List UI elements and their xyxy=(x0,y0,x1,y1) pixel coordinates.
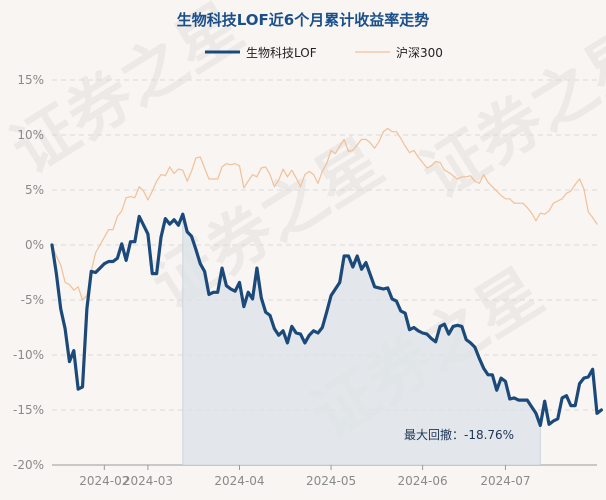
y-tick-label: -15% xyxy=(13,403,44,417)
series-lines xyxy=(50,127,603,427)
x-tick-label: 2024-04 xyxy=(214,474,264,488)
y-tick-label: -5% xyxy=(21,293,44,307)
x-tick-label: 2024-06 xyxy=(398,474,448,488)
series-line-fund xyxy=(50,212,603,427)
x-tick-label: 2024-03 xyxy=(123,474,173,488)
y-tick-label: 15% xyxy=(17,73,44,87)
max-drawdown-label: 最大回撤：-18.76% xyxy=(404,427,514,442)
series-line-index xyxy=(51,127,598,301)
y-axis: 15% 10% 5% 0% -5% -10% -15% -20% xyxy=(13,73,44,472)
legend-label-index[interactable]: 沪深300 xyxy=(396,46,443,60)
chart-title: 生物科技LOF近6个月累计收益率走势 xyxy=(177,11,429,29)
drawdown-region xyxy=(182,214,541,465)
x-tick-label: 2024-02 xyxy=(79,474,129,488)
legend[interactable]: 生物科技LOF 沪深300 xyxy=(205,46,443,60)
legend-label-fund[interactable]: 生物科技LOF xyxy=(246,46,317,60)
x-tick-label: 2024-05 xyxy=(306,474,356,488)
y-tick-label: -20% xyxy=(13,458,44,472)
x-tick-label: 2024-07 xyxy=(480,474,530,488)
y-tick-label: -10% xyxy=(13,348,44,362)
y-tick-label: 0% xyxy=(25,238,44,252)
y-tick-label: 5% xyxy=(25,183,44,197)
drawdown-area xyxy=(182,214,541,465)
y-tick-label: 10% xyxy=(17,128,44,142)
